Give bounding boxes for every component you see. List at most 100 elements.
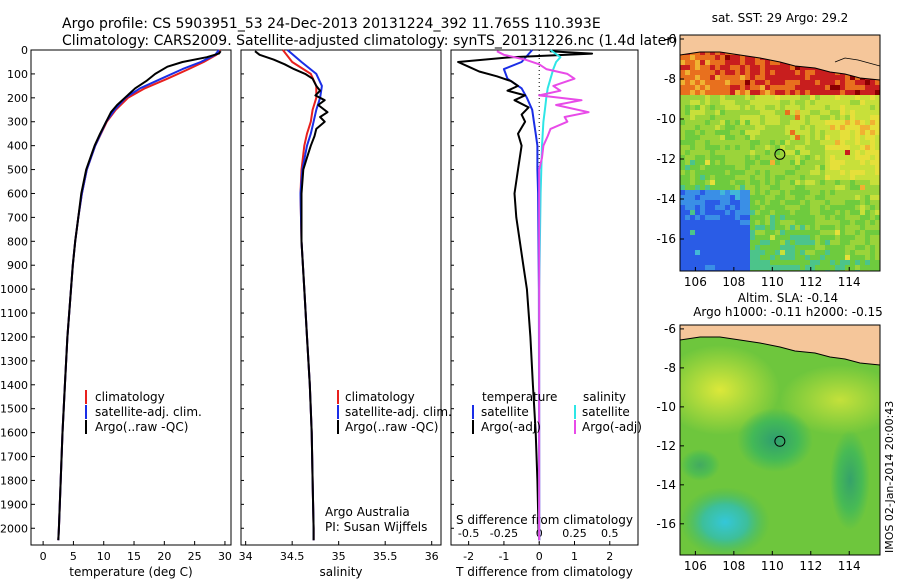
sst-cell (695, 85, 700, 90)
sst-cell (700, 155, 705, 160)
sst-cell (800, 195, 805, 200)
sst-cell (835, 210, 840, 215)
sst-cell (875, 115, 880, 120)
sst-cell (825, 85, 830, 90)
sst-cell (750, 80, 755, 85)
sst-cell (715, 80, 720, 85)
sst-cell (705, 250, 710, 255)
sst-cell (845, 120, 850, 125)
sst-cell (720, 110, 725, 115)
sst-cell (730, 70, 735, 75)
sst-cell (685, 190, 690, 195)
sst-cell (720, 220, 725, 225)
sst-cell (730, 225, 735, 230)
sst-cell (685, 100, 690, 105)
sst-cell (790, 65, 795, 70)
sst-cell (685, 260, 690, 265)
sst-cell (680, 240, 685, 245)
sst-cell (735, 60, 740, 65)
sst-cell (710, 175, 715, 180)
sst-cell (710, 130, 715, 135)
sst-cell (705, 205, 710, 210)
sst-cell (690, 60, 695, 65)
sst-cell (815, 90, 820, 95)
sst-cell (760, 135, 765, 140)
sst-cell (765, 100, 770, 105)
sst-cell (700, 185, 705, 190)
sst-cell (710, 205, 715, 210)
sst-cell (735, 65, 740, 70)
sst-cell (860, 150, 865, 155)
sst-cell (740, 65, 745, 70)
sst-cell (795, 235, 800, 240)
sst-cell (785, 240, 790, 245)
sst-cell (795, 245, 800, 250)
sst-cell (870, 225, 875, 230)
sst-cell (785, 145, 790, 150)
sst-cell (810, 190, 815, 195)
sst-cell (790, 85, 795, 90)
sst-cell (875, 85, 880, 90)
sst-cell (720, 135, 725, 140)
sst-cell (700, 115, 705, 120)
sst-cell (770, 235, 775, 240)
sst-cell (805, 110, 810, 115)
sst-cell (850, 120, 855, 125)
sst-cell (690, 80, 695, 85)
sst-cell (845, 145, 850, 150)
sst-cell (680, 235, 685, 240)
sst-cell (760, 180, 765, 185)
sst-cell (795, 230, 800, 235)
sst-cell (690, 90, 695, 95)
sst-cell (745, 150, 750, 155)
sst-cell (710, 265, 715, 270)
sst-cell (740, 130, 745, 135)
sst-cell (805, 160, 810, 165)
sst-cell (740, 160, 745, 165)
sst-cell (850, 220, 855, 225)
sst-cell (790, 255, 795, 260)
sst-cell (845, 125, 850, 130)
sst-cell (785, 255, 790, 260)
x-tick-label-s: -0.25 (490, 527, 518, 540)
sst-cell (795, 100, 800, 105)
sst-cell (760, 235, 765, 240)
sst-cell (820, 250, 825, 255)
sst-cell (855, 125, 860, 130)
sst-cell (850, 100, 855, 105)
sst-cell (730, 60, 735, 65)
difference-legend: temperature salinity satellite Argo(-adj… (472, 390, 642, 434)
sst-cell (780, 230, 785, 235)
sst-cell (785, 135, 790, 140)
sst-cell (835, 80, 840, 85)
sst-cell (730, 95, 735, 100)
sst-cell (790, 80, 795, 85)
sst-cell (735, 140, 740, 145)
sst-cell (745, 235, 750, 240)
sst-cell (705, 245, 710, 250)
sst-cell (685, 220, 690, 225)
sst-cell (835, 220, 840, 225)
sst-cell (760, 240, 765, 245)
sst-cell (760, 105, 765, 110)
sst-cell (770, 60, 775, 65)
sst-cell (855, 260, 860, 265)
sst-cell (685, 215, 690, 220)
sst-cell (760, 100, 765, 105)
sst-cell (725, 195, 730, 200)
sst-cell (800, 75, 805, 80)
sst-cell (815, 130, 820, 135)
sst-cell (770, 155, 775, 160)
sst-cell (755, 135, 760, 140)
sst-cell (825, 195, 830, 200)
x-tick-label: 0 (536, 550, 543, 563)
sst-cell (775, 250, 780, 255)
sst-cell (855, 165, 860, 170)
sst-cell (835, 120, 840, 125)
sst-cell (760, 60, 765, 65)
sst-cell (750, 245, 755, 250)
sst-cell (730, 65, 735, 70)
sst-cell (815, 95, 820, 100)
sst-cell (845, 260, 850, 265)
sst-cell (800, 185, 805, 190)
